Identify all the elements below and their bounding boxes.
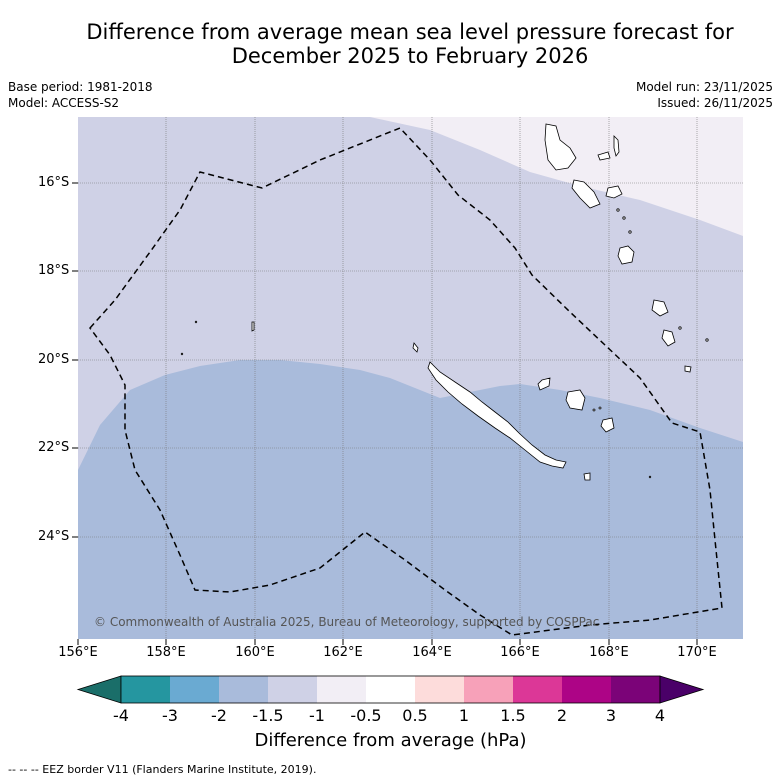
- colorbar-segment: [170, 676, 219, 703]
- islet-a: [251, 321, 255, 332]
- coastlines: [180, 123, 709, 481]
- new-caledonia-island: [427, 361, 567, 469]
- lon-label: 166°E: [500, 645, 540, 660]
- lon-label: 168°E: [589, 645, 629, 660]
- colorbar-tick-label: -1: [309, 706, 325, 725]
- colorbar-tick-label: 1.5: [500, 706, 526, 725]
- colorbar-segment: [415, 676, 464, 703]
- model-run: Model run: 23/11/2025: [635, 80, 773, 94]
- vanuatu-malekula: [571, 179, 601, 209]
- new-caledonia-islet: [412, 342, 419, 353]
- colorbar-segment: [317, 676, 366, 703]
- lon-label: 160°E: [235, 645, 275, 660]
- vanuatu-ambae: [597, 151, 611, 161]
- colorbar-segment: [121, 676, 170, 703]
- lat-label: 20°S: [38, 352, 70, 367]
- model-name: Model: ACCESS-S2: [8, 96, 120, 110]
- map-area: [78, 117, 743, 639]
- title-line-2: December 2025 to February 2026: [231, 44, 589, 68]
- vanuatu-maewo: [613, 135, 620, 157]
- colorbar-segment: [268, 676, 317, 703]
- colorbar-segment: [366, 676, 415, 703]
- colorbar-tick-label: 0.5: [402, 706, 428, 725]
- islet-b: [194, 320, 198, 324]
- eez-footnote: -- -- -- EEZ border V11 (Flanders Marine…: [8, 763, 317, 776]
- colorbar-segment: [562, 676, 611, 703]
- islet-c: [180, 352, 184, 356]
- vanuatu-erromango: [651, 299, 669, 317]
- vanuatu-efate: [617, 245, 635, 265]
- colorbar-tick-label: 4: [654, 706, 666, 725]
- lon-label: 162°E: [323, 645, 363, 660]
- colorbar-tick-label: -3: [162, 706, 178, 725]
- base-period: Base period: 1981-2018: [8, 80, 153, 94]
- loyalty-island-3: [600, 417, 615, 433]
- islet-d: [616, 208, 620, 212]
- loyalty-island-1: [537, 377, 551, 391]
- vanuatu-tanna: [661, 329, 676, 347]
- vanuatu-espiritu-santo: [544, 123, 577, 171]
- colorbar-tick-label: -4: [113, 706, 129, 725]
- lon-label: 164°E: [412, 645, 452, 660]
- colorbar-tick-label: 2: [556, 706, 568, 725]
- colorbar-tick-label: 1: [458, 706, 470, 725]
- tick-marks: [72, 182, 698, 645]
- colorbar-title: Difference from average (hPa): [254, 730, 527, 751]
- lon-label: 156°E: [58, 645, 98, 660]
- colorbar-segment: [219, 676, 268, 703]
- islet-i: [648, 475, 652, 479]
- islet-g: [678, 326, 682, 330]
- meta-right: Model run: 23/11/2025 Issued: 26/11/2025: [636, 79, 773, 111]
- vanuatu-pentecost: [605, 185, 623, 199]
- meta-left: Base period: 1981-2018 Model: ACCESS-S2: [8, 79, 153, 111]
- islet-e: [622, 216, 626, 220]
- islet-j: [592, 408, 596, 412]
- graticule: [78, 117, 743, 639]
- lat-label: 22°S: [38, 440, 70, 455]
- islet-k: [598, 406, 602, 410]
- loyalty-island-2: [565, 389, 586, 411]
- lon-label: 170°E: [677, 645, 717, 660]
- anomaly-band-light: [370, 117, 743, 236]
- colorbar-segment: [513, 676, 562, 703]
- anomaly-band-deep: [78, 360, 743, 639]
- colorbar-tick-label: -0.5: [350, 706, 382, 725]
- lat-label: 24°S: [38, 529, 70, 544]
- islet-f: [628, 230, 632, 234]
- colorbar-extend-high: [659, 675, 705, 704]
- copyright-text: © Commonwealth of Australia 2025, Bureau…: [94, 615, 599, 629]
- colorbar-segment: [464, 676, 513, 703]
- lat-label: 16°S: [38, 175, 70, 190]
- vanuatu-aneityum: [684, 365, 692, 373]
- lon-label: 158°E: [146, 645, 186, 660]
- isle-of-pines: [583, 472, 591, 481]
- colorbar: [76, 675, 705, 704]
- title-line-1: Difference from average mean sea level p…: [86, 20, 734, 44]
- islet-h: [705, 338, 709, 342]
- issued-date: Issued: 26/11/2025: [657, 96, 773, 110]
- colorbar-segment: [611, 676, 660, 703]
- colorbar-tick-label: 3: [605, 706, 617, 725]
- colorbar-tick-label: -2: [211, 706, 227, 725]
- lat-label: 18°S: [38, 263, 70, 278]
- colorbar-extend-low: [76, 675, 122, 704]
- chart-title: Difference from average mean sea level p…: [0, 20, 781, 68]
- colorbar-tick-label: -1.5: [252, 706, 284, 725]
